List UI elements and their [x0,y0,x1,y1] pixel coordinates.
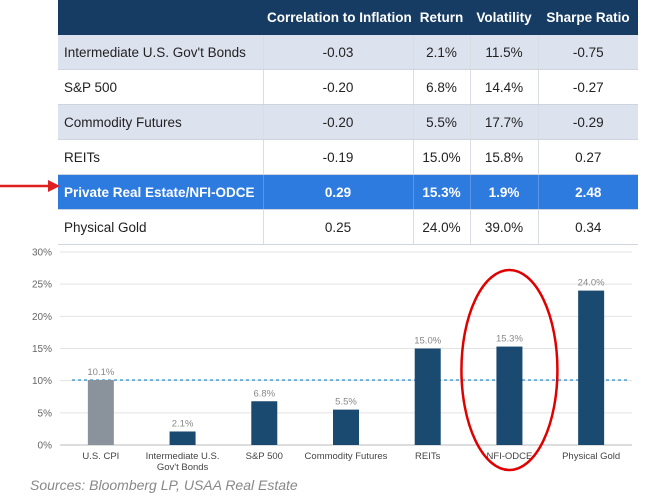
cell-sharpe: 0.34 [538,209,638,245]
red-arrow-icon [0,180,60,192]
y-axis-ticks: 0% 5% 10% 15% 20% 25% 30% [32,248,52,452]
cell-asset: Private Real Estate/NFI-ODCE [58,174,264,210]
data-label: 15.0% [414,336,441,347]
cell-volatility: 14.4% [470,69,539,105]
highlight-ellipse [460,268,559,472]
cell-asset: REITs [58,139,264,175]
category-label: Intermediate U.S. Gov't Bonds [146,451,220,472]
cell-volatility: 1.9% [470,174,539,210]
header-correlation: Correlation to Inflation [263,0,413,35]
cell-sharpe: -0.75 [538,35,638,70]
bars [87,290,605,445]
cell-sharpe: 2.48 [538,174,638,210]
cell-return: 2.1% [413,35,471,70]
cell-volatility: 39.0% [470,209,539,245]
table-row: REITs -0.19 15.0% 15.8% 0.27 [58,139,638,175]
cell-asset: Commodity Futures [58,104,264,140]
cell-return: 15.3% [413,174,471,210]
data-label: 2.1% [172,418,194,429]
data-label: 10.1% [87,367,114,378]
data-labels: 10.1% 2.1% 6.8% 5.5% 15.0% 15.3% 24.0% [87,278,605,430]
cell-return: 5.5% [413,104,471,140]
header-volatility: Volatility [470,0,538,35]
category-label: REITs [415,451,441,462]
y-tick-label: 20% [32,312,52,323]
y-tick-label: 25% [32,280,52,291]
source-note: Sources: Bloomberg LP, USAA Real Estate [30,477,298,493]
cell-sharpe: 0.27 [538,139,638,175]
cell-return: 6.8% [413,69,471,105]
category-label: U.S. CPI [82,451,119,462]
grid-lines [60,251,632,446]
table-row: Physical Gold 0.25 24.0% 39.0% 0.34 [58,209,638,245]
cell-asset: S&P 500 [58,69,264,105]
data-label: 5.5% [335,397,357,408]
bar [496,346,523,445]
cell-volatility: 11.5% [470,35,539,70]
highlight-circle [460,268,559,472]
category-labels: U.S. CPI Intermediate U.S. Gov't Bonds S&P … [82,451,620,472]
table-row: S&P 500 -0.20 6.8% 14.4% -0.27 [58,69,638,105]
cell-correlation: -0.03 [263,35,414,70]
cell-correlation: -0.20 [263,69,414,105]
category-label: Physical Gold [562,451,620,462]
category-label: NFI-ODCE [486,451,532,462]
table-row: Intermediate U.S. Gov't Bonds -0.03 2.1%… [58,35,638,70]
y-tick-label: 15% [32,344,52,355]
bar [251,401,278,445]
y-tick-label: 5% [38,408,53,419]
category-label: Commodity Futures [305,451,388,462]
table-row-highlighted: Private Real Estate/NFI-ODCE 0.29 15.3% … [58,174,638,210]
cell-asset: Intermediate U.S. Gov't Bonds [58,35,264,70]
cell-asset: Physical Gold [58,209,264,245]
y-tick-label: 10% [32,376,52,387]
cell-volatility: 17.7% [470,104,539,140]
data-label: 24.0% [578,278,605,289]
y-tick-label: 30% [32,248,52,259]
bar [169,431,196,445]
asset-stats-table: Correlation to Inflation Return Volatili… [58,0,638,245]
cell-return: 15.0% [413,139,471,175]
table-header-row: Correlation to Inflation Return Volatili… [58,0,638,35]
cell-sharpe: -0.29 [538,104,638,140]
y-tick-label: 0% [38,441,53,452]
header-sharpe: Sharpe Ratio [538,0,638,35]
cell-correlation: -0.19 [263,139,414,175]
cell-correlation: 0.29 [263,174,414,210]
cell-volatility: 15.8% [470,139,539,175]
header-return: Return [413,0,470,35]
cell-correlation: 0.25 [263,209,414,245]
returns-bar-chart: 0% 5% 10% 15% 20% 25% 30% 10.1% 2.1% 6.8% 5.5% 15.… [32,248,632,472]
header-asset [58,0,263,35]
bar [414,348,441,445]
bar [578,290,605,445]
category-label: S&P 500 [246,451,283,462]
cell-return: 24.0% [413,209,471,245]
data-label: 6.8% [253,388,275,399]
bar [333,409,359,445]
cell-sharpe: -0.27 [538,69,638,105]
cell-correlation: -0.20 [263,104,414,140]
data-label: 15.3% [496,334,523,345]
table-row: Commodity Futures -0.20 5.5% 17.7% -0.29 [58,104,638,140]
bar [87,380,114,445]
